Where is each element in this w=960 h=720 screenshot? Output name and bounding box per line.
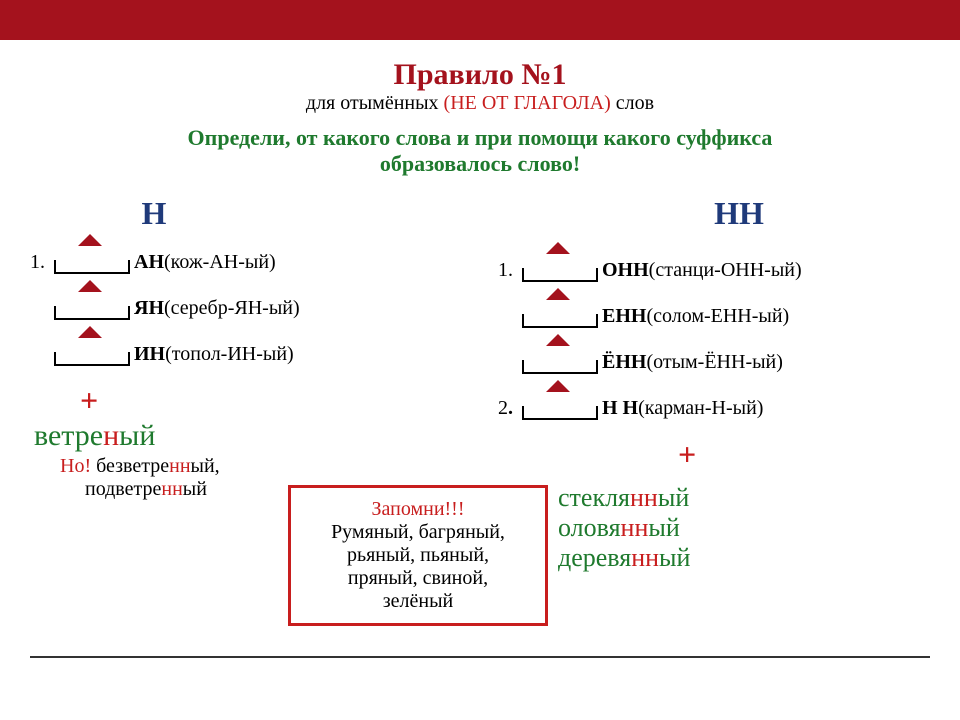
but1-pre: безветре (91, 455, 169, 477)
roof-icon (78, 326, 102, 338)
but1-red: нн (169, 455, 190, 477)
suffix-box (522, 302, 594, 328)
example-enn: (солом-ЕНН-ый) (646, 305, 789, 328)
box-l1: Румяный, багряный, (307, 521, 529, 544)
column-nn: НН 1. ОНН (станци-ОНН-ый) ЕНН (солом-ЕНН… (498, 195, 930, 573)
but2-pre: подветре (85, 478, 161, 500)
suffix-in: ИН (134, 343, 165, 366)
header-nn: НН (548, 195, 930, 232)
row-an: 1. АН (кож-АН-ый) (30, 244, 498, 274)
ex-derevyannyy: деревянный (558, 543, 930, 573)
roof-icon (546, 380, 570, 392)
exceptions-right: стеклянный оловянный деревянный (558, 483, 930, 573)
but2-red: нн (161, 478, 182, 500)
suffix-enn: ЕНН (602, 305, 646, 328)
row-yonn: ЁНН (отым-ЁНН-ый) (498, 344, 930, 374)
exception-vetrenyy: ветреный (34, 419, 498, 453)
roof-icon (546, 242, 570, 254)
row-yan: ЯН (серебр-ЯН-ый) (30, 290, 498, 320)
roof-icon (546, 288, 570, 300)
suffix-yonn: ЁНН (602, 351, 646, 374)
row-in: ИН (топол-ИН-ый) (30, 336, 498, 366)
instruction: Определи, от какого слова и при помощи к… (0, 125, 960, 177)
remember-title: Запомни!!! (307, 498, 529, 521)
example-yan: (серебр-ЯН-ый) (164, 297, 300, 320)
roof-icon (78, 280, 102, 292)
top-bar (0, 0, 960, 40)
suffix-nn2: Н Н (602, 397, 638, 420)
sub-black: для отымённых (306, 92, 444, 114)
suffix-box (522, 394, 594, 420)
header-n: Н (0, 195, 498, 232)
title-main: Правило №1 (0, 58, 960, 92)
bottom-line (30, 656, 930, 658)
row-onn: 1. ОНН (станци-ОНН-ый) (498, 252, 930, 282)
but-label: Но! (60, 455, 91, 477)
suffix-onn: ОНН (602, 259, 649, 282)
num-r1: 1. (498, 259, 522, 282)
num-r2: 2 (498, 397, 508, 419)
num-1: 1. (30, 251, 54, 274)
title-block: Правило №1 для отымённых (НЕ ОТ ГЛАГОЛА)… (0, 58, 960, 115)
suffix-box (522, 256, 594, 282)
suffix-an: АН (134, 251, 164, 274)
suffix-box (54, 340, 126, 366)
exc-pre: ветре (34, 419, 103, 452)
but2-post: ый (183, 478, 207, 500)
remember-box: Запомни!!! Румяный, багряный, рьяный, пь… (288, 485, 548, 626)
sub-black2: слов (611, 92, 654, 114)
example-in: (топол-ИН-ый) (165, 343, 294, 366)
box-l2: рьяный, пьяный, (307, 544, 529, 567)
example-yonn: (отым-ЁНН-ый) (646, 351, 782, 374)
row-nn: 2. Н Н (карман-Н-ый) (498, 390, 930, 420)
example-nn2: (карман-Н-ый) (638, 397, 763, 420)
suffix-box (522, 348, 594, 374)
exc-post: ый (119, 419, 155, 452)
but1-post: ый, (191, 455, 220, 477)
ex-olovyannyy: оловянный (558, 513, 930, 543)
example-an: (кож-АН-ый) (164, 251, 276, 274)
title-sub: для отымённых (НЕ ОТ ГЛАГОЛА) слов (0, 92, 960, 115)
exc-red: н (103, 419, 119, 452)
plus-right: + (678, 436, 930, 473)
ex-steklyannyy: стеклянный (558, 483, 930, 513)
example-onn: (станци-ОНН-ый) (649, 259, 802, 282)
sub-red: (НЕ ОТ ГЛАГОЛА) (444, 92, 611, 114)
roof-icon (546, 334, 570, 346)
roof-icon (78, 234, 102, 246)
plus-left: + (80, 382, 498, 419)
row-enn: ЕНН (солом-ЕНН-ый) (498, 298, 930, 328)
instruction-line2: образовалось слово! (0, 151, 960, 177)
suffix-yan: ЯН (134, 297, 164, 320)
box-l4: зелёный (307, 590, 529, 613)
instruction-line1: Определи, от какого слова и при помощи к… (0, 125, 960, 151)
suffix-box (54, 294, 126, 320)
dot: . (508, 397, 513, 419)
suffix-box (54, 248, 126, 274)
box-l3: пряный, свиной, (307, 567, 529, 590)
